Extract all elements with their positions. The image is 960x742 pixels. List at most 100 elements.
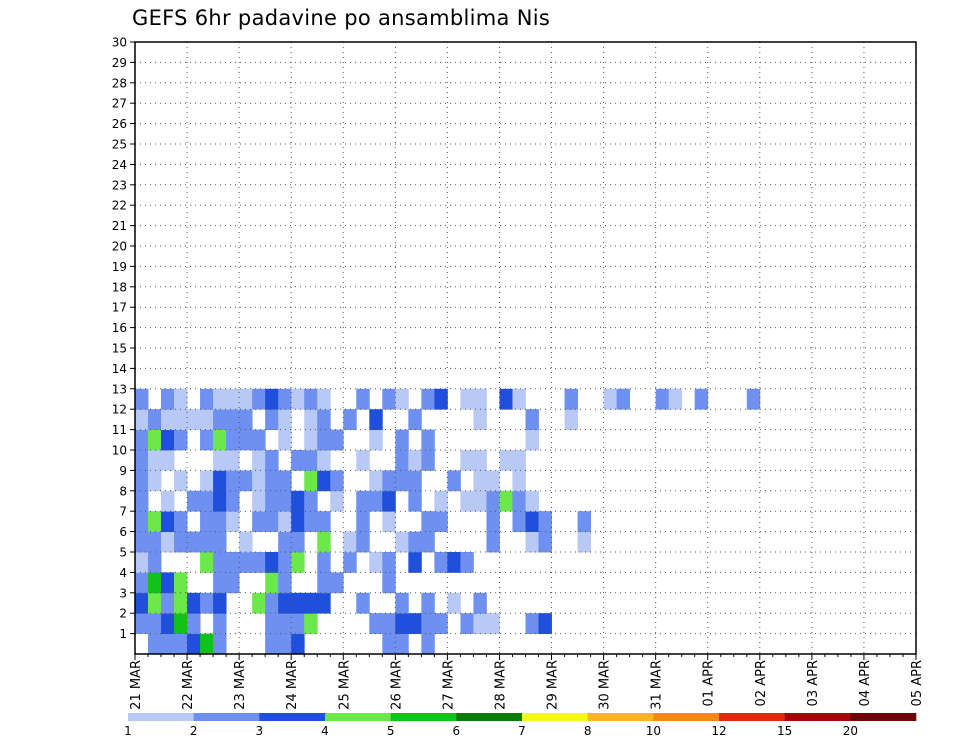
y-tick-label: 1 (119, 627, 127, 641)
heatmap-cell (226, 490, 240, 512)
heatmap-cell (655, 388, 670, 410)
heatmap-cell (304, 592, 318, 614)
heatmap-cell (213, 409, 227, 430)
heatmap-cell (265, 572, 279, 594)
heatmap-cell (486, 613, 500, 634)
heatmap-cell (317, 511, 331, 532)
heatmap-cell (369, 490, 383, 512)
heatmap-cell (278, 409, 292, 430)
y-tick-label: 9 (119, 464, 127, 478)
heatmap-cell (278, 470, 292, 492)
heatmap-cell (395, 429, 409, 451)
heatmap-cell (421, 592, 435, 614)
heatmap-cell (200, 409, 214, 430)
x-tick-label: 24 MAR (285, 660, 300, 710)
heatmap-cell (603, 388, 618, 410)
heatmap-cell (460, 388, 474, 410)
heatmap-cell (330, 490, 344, 512)
x-tick-label: 31 MAR (650, 660, 665, 710)
heatmap-cell (174, 572, 188, 594)
heatmap-cell (317, 388, 331, 410)
y-tick-label: 20 (112, 240, 127, 254)
heatmap-cell (200, 552, 214, 573)
heatmap-cell (148, 572, 162, 594)
y-tick-label: 2 (119, 607, 127, 621)
heatmap-cell (330, 572, 344, 594)
heatmap-cell (135, 511, 149, 532)
heatmap-cell (148, 592, 162, 614)
heatmap-cell (499, 450, 513, 471)
heatmap-cell (421, 633, 435, 655)
x-tick-label: 27 MAR (441, 660, 456, 710)
heatmap-cell (213, 470, 227, 492)
heatmap-cell (278, 552, 292, 573)
legend-level-label: 15 (777, 724, 792, 738)
heatmap-cell (265, 388, 279, 410)
y-tick-label: 13 (112, 382, 127, 396)
heatmap-cell (304, 450, 318, 471)
heatmap-cell (525, 531, 539, 553)
heatmap-cell (161, 531, 175, 553)
heatmap-cell (408, 490, 422, 512)
heatmap-cell (512, 388, 526, 410)
legend-level-label: 10 (646, 724, 661, 738)
legend-colorbar: 1 2 3 4 5 6 7 8 10 12 15 20 (124, 713, 917, 738)
heatmap-cell (187, 409, 201, 430)
heatmap-cell (356, 450, 370, 471)
heatmap-cell (694, 388, 709, 410)
heatmap-cell (317, 592, 331, 614)
legend-level-label: 5 (387, 724, 395, 738)
heatmap-cell (486, 531, 500, 553)
y-tick-label: 5 (119, 546, 127, 560)
heatmap-cell (239, 531, 253, 553)
heatmap-cell (161, 388, 175, 410)
heatmap-cell (265, 490, 279, 512)
heatmap-cell (538, 531, 552, 553)
legend-level-label: 6 (453, 724, 461, 738)
heatmap-cell (564, 388, 578, 410)
legend-level-label: 4 (321, 724, 329, 738)
heatmap-cell (538, 613, 552, 634)
heatmap-cell (200, 531, 214, 553)
heatmap-cell (317, 450, 331, 471)
heatmap-cell (265, 633, 279, 655)
heatmap-cell (382, 613, 396, 634)
heatmap-cell (135, 450, 149, 471)
heatmap-cell (135, 572, 149, 594)
legend-level-label: 1 (124, 724, 132, 738)
heatmap-cell (161, 490, 175, 512)
heatmap-cell (382, 552, 396, 573)
heatmap-cell (304, 429, 318, 451)
legend-swatch (325, 713, 391, 721)
heatmap-cell (369, 552, 383, 573)
heatmap-cell (382, 388, 396, 410)
heatmap-cell (213, 429, 227, 451)
heatmap-cell (356, 511, 370, 532)
y-tick-label: 26 (112, 117, 127, 131)
y-tick-label: 4 (119, 566, 127, 580)
heatmap-cell (200, 511, 214, 532)
y-tick-label: 6 (119, 525, 127, 539)
legend-swatch (587, 713, 654, 721)
heatmap-cell (291, 450, 305, 471)
x-tick-label: 29 MAR (546, 660, 561, 710)
heatmap-cell (395, 450, 409, 471)
heatmap-cell (213, 572, 227, 594)
heatmap-cell (174, 409, 188, 430)
heatmap-cell (213, 613, 227, 634)
heatmap-cell (512, 470, 526, 492)
heatmap-cell (252, 592, 266, 614)
heatmap-cell (161, 409, 175, 430)
heatmap-cell (200, 388, 214, 410)
y-tick-label: 29 (112, 56, 127, 70)
heatmap-cell (148, 409, 162, 430)
heatmap-cell (148, 470, 162, 492)
heatmap-cell (161, 633, 175, 655)
y-tick-label: 17 (112, 301, 127, 315)
x-tick-label: 28 MAR (493, 660, 508, 710)
heatmap-cell (473, 388, 487, 410)
legend-swatch (259, 713, 326, 721)
heatmap-cell (356, 490, 370, 512)
legend-swatch (653, 713, 720, 721)
y-tick-label: 23 (112, 178, 127, 192)
